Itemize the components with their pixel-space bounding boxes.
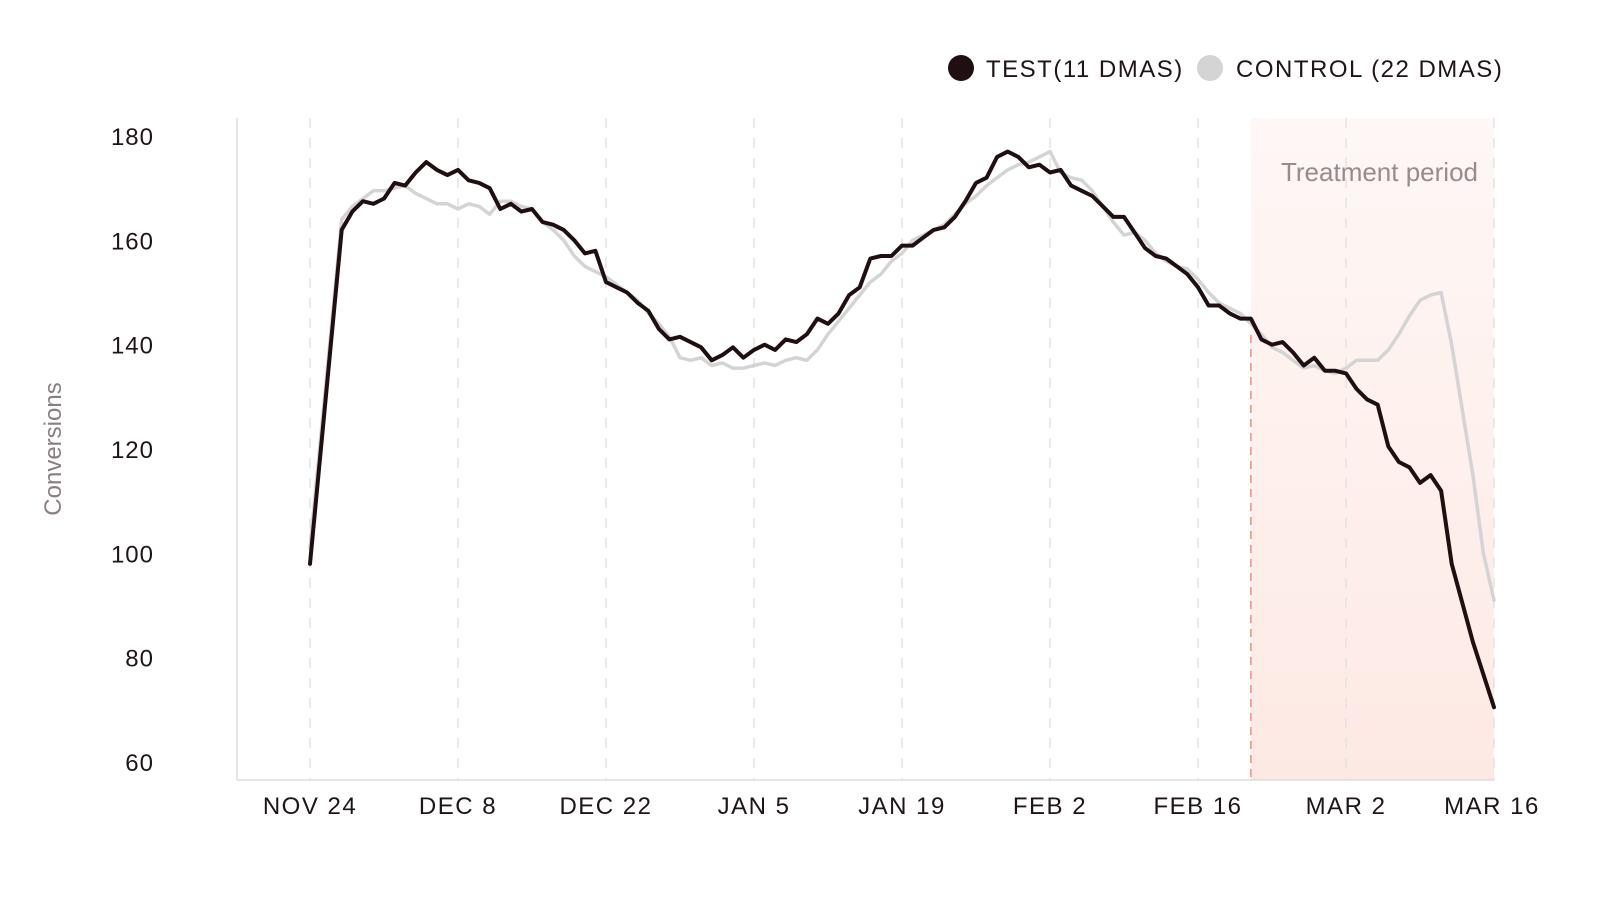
treatment-region (1250, 118, 1494, 780)
x-tick-label: MAR 16 (1444, 793, 1540, 820)
x-tick-label: FEB 16 (1153, 793, 1242, 820)
legend-test-label: TEST(11 DMAS) (986, 56, 1184, 83)
x-axis-ticks: NOV 24 DEC 8 DEC 22 JAN 5 JAN 19 FEB 2 FEB 16 M… (263, 793, 1540, 820)
y-axis-label: Conversions (40, 382, 67, 515)
legend-control-swatch (1197, 55, 1223, 81)
x-tick-label: DEC 22 (559, 793, 652, 820)
series-layer (308, 149, 1496, 710)
x-tick-label: JAN 5 (718, 793, 791, 820)
series-line-test (308, 149, 1496, 710)
x-tick-label: NOV 24 (263, 793, 357, 820)
legend-control-label: CONTROL (22 DMAS) (1236, 56, 1503, 83)
x-tick-label: DEC 8 (419, 793, 497, 820)
legend-test-swatch (948, 55, 974, 81)
y-tick-label: 60 (125, 750, 154, 777)
y-tick-label: 120 (111, 437, 154, 464)
y-tick-label: 180 (111, 124, 154, 151)
treatment-period-annotation: Treatment period (1281, 157, 1478, 187)
y-tick-label: 160 (111, 228, 154, 255)
y-axis-ticks: 60 80 100 120 140 160 180 (111, 124, 154, 777)
x-tick-label: JAN 19 (858, 793, 946, 820)
y-tick-label: 100 (111, 541, 154, 568)
x-tick-label: FEB 2 (1013, 793, 1087, 820)
legend: TEST(11 DMAS) CONTROL (22 DMAS) (948, 55, 1503, 83)
y-tick-label: 140 (111, 333, 154, 360)
x-tick-label: MAR 2 (1306, 793, 1387, 820)
y-tick-label: 80 (125, 646, 154, 673)
